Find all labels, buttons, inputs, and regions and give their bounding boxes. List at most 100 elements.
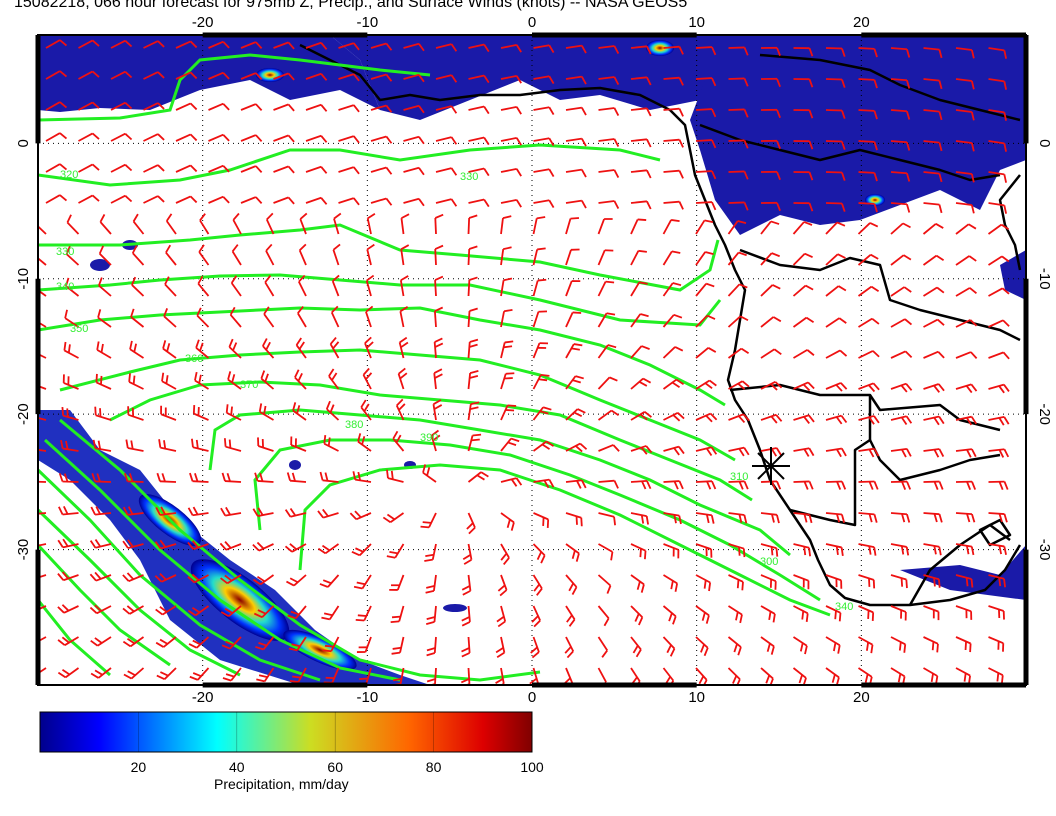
wind-barb: [825, 47, 846, 57]
wind-barb: [793, 47, 814, 57]
wind-barb: [760, 316, 782, 328]
wind-barb: [294, 369, 307, 390]
wind-barb: [630, 574, 645, 593]
wind-barb: [760, 413, 783, 424]
wind-barb: [598, 76, 620, 85]
wind-barb: [317, 508, 339, 519]
wind-barb: [467, 338, 479, 359]
wind-barb: [399, 306, 409, 328]
wind-barb: [955, 448, 977, 458]
wind-barb: [532, 310, 548, 328]
wind-barb: [532, 543, 546, 564]
wind-barb: [403, 42, 425, 52]
wind-barb: [988, 319, 1010, 328]
contour-line: [38, 306, 726, 407]
wind-barb: [297, 306, 307, 328]
wind-barb: [987, 223, 1010, 235]
wind-barb: [793, 109, 814, 119]
wind-barb: [389, 574, 405, 591]
wind-barb: [332, 243, 341, 266]
wind-barb: [662, 636, 676, 657]
wind-barb: [565, 543, 580, 562]
lon-tick-label-bottom: 0: [528, 689, 536, 706]
wind-barb: [468, 43, 490, 53]
wind-barb: [955, 574, 974, 588]
wind-barb: [91, 473, 112, 483]
wind-barb: [228, 338, 242, 359]
wind-barb: [208, 71, 230, 80]
wind-barb: [468, 74, 490, 84]
wind-barb: [923, 605, 940, 621]
lat-tick-label-left: 0: [15, 139, 32, 147]
wind-barb: [955, 383, 978, 394]
wind-barb: [988, 574, 1006, 588]
wind-barb: [598, 138, 620, 147]
wind-barb: [131, 245, 145, 266]
wind-barb: [597, 312, 616, 328]
wind-barb: [955, 480, 977, 490]
wind-barb: [386, 543, 405, 559]
wind-barb: [208, 102, 230, 111]
wind-barb: [65, 245, 80, 266]
wind-barb: [923, 512, 943, 523]
wind-barb: [988, 255, 1010, 266]
wind-barb: [338, 166, 360, 175]
wind-barb: [165, 244, 177, 266]
wind-barb: [60, 439, 79, 452]
wind-barb: [988, 47, 1007, 59]
wind-barb: [533, 44, 555, 54]
wind-barb: [760, 605, 776, 623]
wind-barb: [325, 400, 340, 421]
wind-barb: [825, 447, 847, 458]
contour-line: [298, 463, 831, 617]
wind-barb: [154, 539, 177, 550]
wind-barb: [468, 136, 490, 146]
wind-barb: [565, 137, 587, 147]
wind-barb: [728, 480, 749, 490]
wind-barb: [370, 166, 393, 175]
wind-barb: [695, 170, 717, 180]
wind-barb: [338, 135, 360, 144]
contour-line: [38, 468, 321, 682]
wind-barb: [94, 406, 112, 421]
wind-barb: [403, 166, 425, 176]
wind-barb: [760, 220, 780, 235]
wind-barb: [890, 480, 912, 490]
wind-barb: [760, 348, 782, 359]
wind-barb: [175, 133, 198, 142]
wind-barb: [319, 574, 340, 588]
wind-barb: [255, 636, 275, 651]
lon-tick-label-top: 10: [688, 14, 705, 31]
wind-barb: [370, 104, 393, 113]
contour-line: [38, 53, 431, 122]
wind-barb: [305, 196, 328, 205]
lon-tick-label-top: 0: [528, 14, 536, 31]
wind-barb: [955, 140, 975, 152]
wind-barb: [78, 70, 100, 80]
wind-barb: [597, 376, 618, 390]
wind-barb: [793, 78, 814, 88]
wind-barb: [155, 506, 177, 516]
wind-barb: [695, 480, 717, 490]
wind-barb: [468, 105, 490, 115]
precipitation-colorbar: [39, 711, 533, 753]
wind-barb: [400, 213, 410, 235]
wind-barb: [727, 251, 747, 266]
wind-barb: [78, 101, 100, 111]
wind-barbs: [38, 39, 1010, 685]
wind-barb: [330, 305, 340, 328]
wind-barb: [122, 539, 144, 549]
contour-line: [38, 223, 720, 292]
wind-barb: [988, 109, 1007, 121]
wind-barb: [565, 280, 581, 297]
wind-barb: [286, 472, 307, 483]
wind-barb: [825, 667, 840, 685]
wind-barb: [57, 571, 79, 582]
wind-barb: [500, 136, 522, 146]
wind-barb: [162, 340, 177, 359]
wind-barb: [365, 305, 374, 328]
wind-barb: [630, 636, 642, 658]
wind-barb: [662, 605, 677, 625]
contour-line: [38, 273, 722, 327]
wind-barb: [760, 46, 781, 57]
